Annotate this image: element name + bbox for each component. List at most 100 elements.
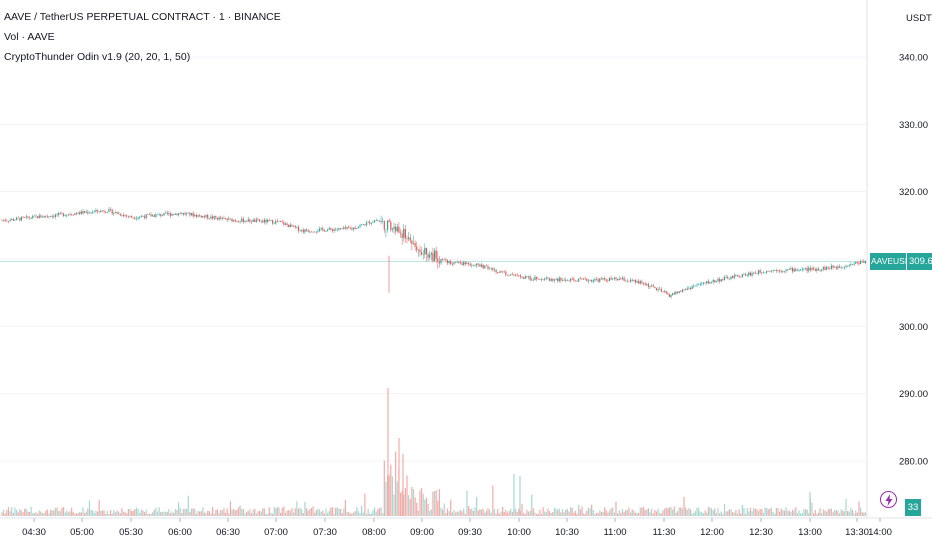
volume-bar (28, 512, 31, 516)
volume-bar (234, 510, 236, 516)
candle-body (683, 289, 685, 291)
candle-body (271, 220, 274, 224)
volume-bar (254, 508, 256, 516)
volume-bar (548, 511, 551, 516)
volume-bar (425, 497, 428, 516)
volume-bar (495, 513, 497, 516)
volume-bar (790, 512, 792, 516)
candle-body (480, 264, 483, 267)
volume-bar (514, 508, 517, 516)
candle-body (341, 228, 343, 229)
volume-bar (733, 512, 735, 516)
volume-bar (813, 513, 815, 516)
candle-body (38, 215, 40, 219)
candle-body (566, 280, 568, 282)
candle-body (88, 212, 91, 214)
candle-body (814, 269, 816, 271)
volume-bar (855, 510, 857, 516)
candle-body (762, 272, 764, 274)
candle-body (105, 211, 107, 213)
volume-bar (621, 509, 624, 516)
candle-body (142, 216, 144, 217)
volume-legend[interactable]: Vol · AAVE (4, 31, 55, 43)
volume-bar (131, 510, 133, 516)
candle-body (173, 214, 175, 215)
volume-bar (129, 508, 131, 516)
candle-body (267, 219, 269, 223)
volume-bar (523, 512, 525, 516)
candle-body (336, 229, 338, 231)
volume-bar (629, 512, 632, 516)
candle-body (837, 266, 839, 269)
volume-bar (14, 507, 16, 516)
candle-body (663, 291, 666, 292)
candle-body (459, 262, 462, 264)
candle-body (787, 269, 789, 270)
candle-body (254, 219, 256, 222)
volume-bar (233, 508, 235, 516)
candle-body (195, 215, 197, 217)
volume-bar (221, 510, 223, 516)
volume-bar (119, 513, 121, 516)
candle-body (35, 215, 37, 217)
indicator-legend[interactable]: CryptoThunder Odin v1.9 (20, 20, 1, 50) (4, 51, 190, 63)
volume-bar (568, 511, 570, 516)
candle-body (860, 261, 862, 265)
currency-label[interactable]: USDT (906, 13, 932, 24)
candle-body (158, 214, 160, 215)
candle-body (354, 227, 356, 229)
volume-bar (9, 511, 11, 516)
volume-bar (581, 506, 583, 516)
volume-bar (356, 507, 358, 516)
volume-bar (38, 510, 40, 516)
candle-body (4, 219, 6, 221)
volume-bar (352, 512, 355, 516)
candle-body (440, 259, 442, 264)
volume-bar (665, 507, 667, 516)
volume-bar (691, 513, 693, 516)
volume-bar (459, 509, 462, 516)
candle-body (179, 213, 181, 214)
candle-body (738, 275, 740, 277)
candle-body (182, 213, 185, 215)
volume-bar (689, 509, 692, 516)
candle-body (497, 272, 499, 273)
candle-body (349, 228, 351, 229)
volume-bar (493, 509, 496, 516)
candle-body (45, 215, 47, 217)
candle-body (490, 268, 492, 269)
volume-bar (480, 509, 483, 516)
volume-bar (842, 510, 844, 516)
volume-bar (761, 508, 763, 516)
candle-body (422, 254, 424, 256)
indicator-badge[interactable] (880, 491, 897, 508)
candle-body (286, 223, 288, 225)
candle-body (736, 275, 739, 276)
candle-body (343, 227, 345, 229)
candle-body (54, 214, 57, 217)
volume-bar (853, 513, 855, 516)
volume-bar (571, 508, 573, 516)
volume-bar (58, 510, 60, 516)
candle-body (438, 261, 440, 264)
volume-bar (4, 513, 6, 516)
volume-bar (156, 511, 159, 516)
candle-body (647, 283, 649, 287)
volume-bar (660, 513, 662, 516)
volume-bar (641, 507, 643, 516)
volume-bar (137, 509, 139, 516)
candle-body (641, 281, 643, 284)
volume-bar (466, 490, 468, 516)
candle-body (92, 212, 94, 213)
candle-body (399, 232, 402, 234)
volume-bar (856, 512, 858, 516)
candle-body (536, 276, 538, 279)
volume-bar (532, 508, 534, 516)
candle-body (210, 216, 212, 219)
volume-bar (759, 508, 761, 516)
volume-bar (589, 508, 591, 516)
time-tick-label: 09:00 (410, 527, 434, 538)
candle-body (74, 213, 76, 216)
symbol-legend[interactable]: AAVE / TetherUS PERPETUAL CONTRACT · 1 ·… (4, 11, 281, 23)
